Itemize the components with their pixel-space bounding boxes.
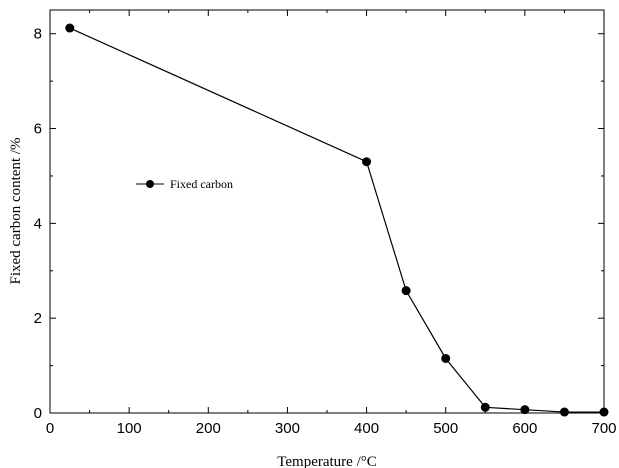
y-tick-label: 0	[34, 405, 42, 422]
legend-marker	[146, 180, 154, 188]
x-tick-label: 700	[591, 420, 616, 437]
x-tick-label: 300	[275, 420, 300, 437]
y-tick-label: 2	[34, 310, 42, 327]
x-tick-label: 400	[354, 420, 379, 437]
y-tick-label: 4	[34, 215, 42, 232]
x-tick-label: 600	[512, 420, 537, 437]
axis-tick-labels: 0 100 200 300 400 500 600 700 0 2 4 6 8	[34, 26, 617, 437]
data-point	[480, 402, 490, 412]
data-point	[65, 23, 75, 33]
y-axis-title: Fixed carbon content /%	[8, 137, 24, 284]
axis-ticks	[49, 10, 605, 414]
series-line	[69, 27, 604, 413]
data-series	[65, 23, 609, 417]
x-tick-label: 500	[433, 420, 458, 437]
legend: Fixed carbon	[136, 177, 233, 191]
data-point	[401, 286, 411, 296]
data-point	[441, 353, 451, 363]
data-point	[362, 157, 372, 167]
data-point	[559, 407, 569, 417]
plot-frame	[49, 9, 605, 414]
x-tick-label: 0	[46, 420, 54, 437]
x-tick-label: 100	[117, 420, 142, 437]
data-point	[520, 405, 530, 415]
legend-label: Fixed carbon	[170, 177, 233, 191]
y-tick-label: 8	[34, 26, 42, 43]
x-axis-title: Temperature /°C	[277, 454, 377, 468]
y-tick-label: 6	[34, 121, 42, 138]
data-point	[599, 407, 609, 417]
x-tick-label: 200	[196, 420, 221, 437]
